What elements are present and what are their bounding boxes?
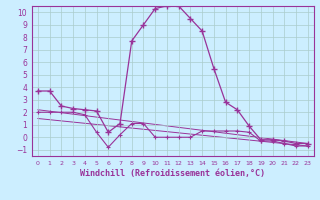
X-axis label: Windchill (Refroidissement éolien,°C): Windchill (Refroidissement éolien,°C) [80,169,265,178]
